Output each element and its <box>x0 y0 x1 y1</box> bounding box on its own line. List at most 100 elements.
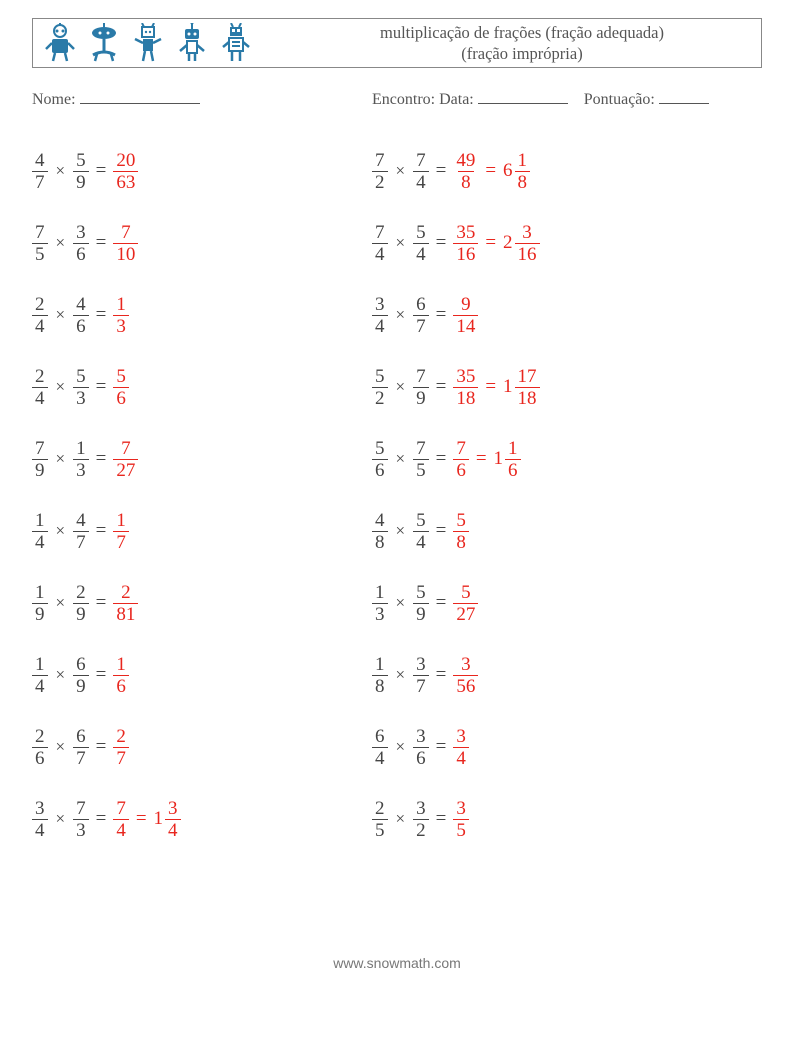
numerator: 7 <box>413 367 429 387</box>
numerator: 7 <box>113 799 129 819</box>
fraction: 7 3 <box>73 799 89 840</box>
denominator: 6 <box>505 459 521 480</box>
fraction: 7 9 <box>413 367 429 408</box>
problem-row: 1 4 × 6 9 = 1 6 <box>32 639 372 711</box>
equals-sign: = <box>469 448 494 470</box>
score-label: Pontuação: <box>584 91 655 108</box>
equals-sign: = <box>89 304 114 326</box>
numerator: 5 <box>413 511 429 531</box>
answer: 2 7 <box>113 727 129 768</box>
numerator: 7 <box>372 223 388 243</box>
fraction: 5 4 <box>413 511 429 552</box>
fraction: 3 4 <box>165 799 181 840</box>
numerator: 6 <box>413 295 429 315</box>
denominator: 5 <box>32 243 48 264</box>
equals-sign: = <box>89 520 114 542</box>
numerator: 5 <box>453 511 469 531</box>
answer: 3 5 <box>453 799 469 840</box>
equals-sign: = <box>89 808 114 830</box>
mixed-number: 1 17 18 <box>503 367 540 408</box>
fraction: 1 3 <box>73 439 89 480</box>
equals-sign: = <box>429 304 454 326</box>
denominator: 4 <box>372 315 388 336</box>
times-operator: × <box>48 737 74 757</box>
denominator: 4 <box>32 531 48 552</box>
answer: 2 81 <box>113 583 138 624</box>
numerator: 5 <box>413 223 429 243</box>
denominator: 6 <box>413 747 429 768</box>
denominator: 63 <box>113 171 138 192</box>
denominator: 2 <box>372 387 388 408</box>
problem-row: 7 4 × 5 4 = 35 16 = 2 3 16 <box>372 207 762 279</box>
robot-icon <box>131 23 165 63</box>
times-operator: × <box>48 809 74 829</box>
fraction: 2 4 <box>32 367 48 408</box>
numerator: 2 <box>32 295 48 315</box>
denominator: 16 <box>515 243 540 264</box>
fraction: 5 4 <box>413 223 429 264</box>
fraction: 5 9 <box>73 151 89 192</box>
numerator: 3 <box>165 799 181 819</box>
numerator: 1 <box>515 151 531 171</box>
whole-part: 1 <box>503 376 515 398</box>
numerator: 7 <box>32 439 48 459</box>
meta-fields: Encontro: Data: Pontuação: <box>372 90 762 109</box>
denominator: 4 <box>32 315 48 336</box>
whole-part: 1 <box>494 448 506 470</box>
numerator: 1 <box>32 655 48 675</box>
times-operator: × <box>48 665 74 685</box>
fraction: 4 8 <box>372 511 388 552</box>
score-blank <box>659 90 709 104</box>
denominator: 7 <box>413 675 429 696</box>
footer: www.snowmath.com <box>32 955 762 971</box>
equals-sign: = <box>429 520 454 542</box>
fraction: 7 6 <box>453 439 469 480</box>
fraction: 49 8 <box>453 151 478 192</box>
numerator: 3 <box>32 799 48 819</box>
fraction: 6 7 <box>73 727 89 768</box>
denominator: 3 <box>372 603 388 624</box>
fraction: 5 2 <box>372 367 388 408</box>
worksheet-page: multiplicação de frações (fração adequad… <box>0 0 794 1001</box>
fraction: 1 8 <box>515 151 531 192</box>
robot-icon <box>175 23 209 63</box>
numerator: 20 <box>113 151 138 171</box>
fraction: 3 4 <box>32 799 48 840</box>
times-operator: × <box>388 809 414 829</box>
times-operator: × <box>48 593 74 613</box>
equals-sign: = <box>429 160 454 182</box>
fraction: 4 7 <box>73 511 89 552</box>
times-operator: × <box>388 665 414 685</box>
equals-sign: = <box>129 808 154 830</box>
numerator: 1 <box>113 655 129 675</box>
numerator: 7 <box>372 151 388 171</box>
problem-row: 2 5 × 3 2 = 3 5 <box>372 783 762 855</box>
problem-row: 2 4 × 4 6 = 1 3 <box>32 279 372 351</box>
numerator: 7 <box>413 439 429 459</box>
problem-row: 6 4 × 3 6 = 3 4 <box>372 711 762 783</box>
equals-sign: = <box>89 592 114 614</box>
numerator: 4 <box>372 511 388 531</box>
denominator: 2 <box>413 819 429 840</box>
equals-sign: = <box>89 736 114 758</box>
times-operator: × <box>388 233 414 253</box>
denominator: 4 <box>453 747 469 768</box>
fraction: 1 4 <box>32 511 48 552</box>
equals-sign: = <box>478 232 503 254</box>
answer: 5 8 <box>453 511 469 552</box>
numerator: 5 <box>73 367 89 387</box>
denominator: 27 <box>113 459 138 480</box>
denominator: 4 <box>32 675 48 696</box>
numerator: 1 <box>372 583 388 603</box>
denominator: 8 <box>453 531 469 552</box>
numerator: 2 <box>73 583 89 603</box>
denominator: 7 <box>32 171 48 192</box>
robot-icon <box>219 23 253 63</box>
fraction: 5 6 <box>113 367 129 408</box>
problem-row: 2 4 × 5 3 = 5 6 <box>32 351 372 423</box>
fraction: 7 4 <box>372 223 388 264</box>
denominator: 7 <box>113 531 129 552</box>
equals-sign: = <box>429 808 454 830</box>
whole-part: 2 <box>503 232 515 254</box>
fraction: 4 6 <box>73 295 89 336</box>
